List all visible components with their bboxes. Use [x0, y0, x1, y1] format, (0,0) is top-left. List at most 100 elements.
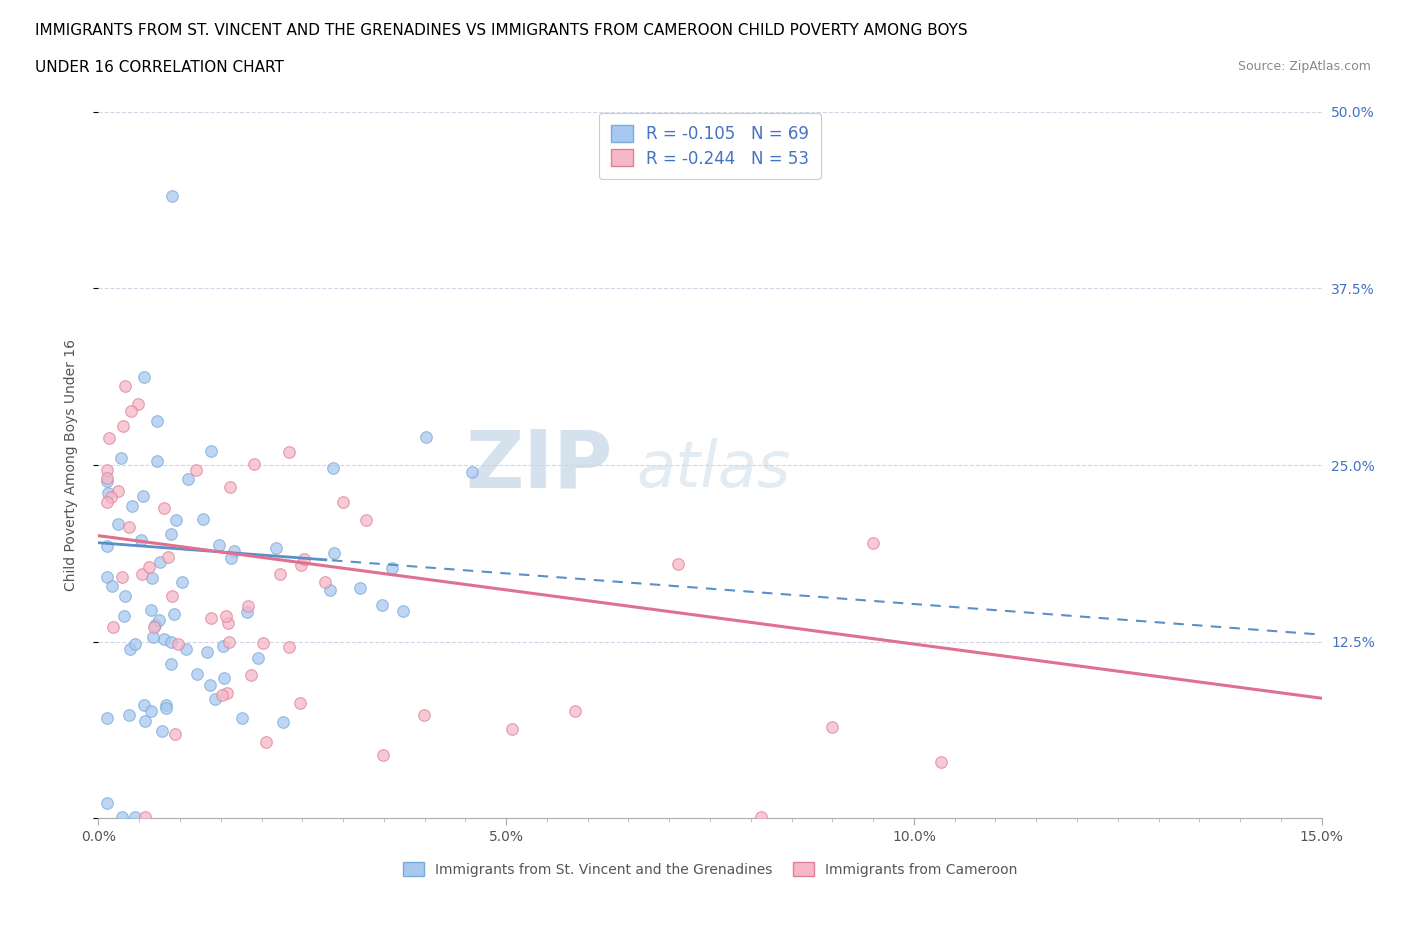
Point	[111, 418, 134, 433]
Point	[266, 540, 288, 555]
Point	[821, 719, 844, 734]
Point	[174, 642, 197, 657]
Point	[96, 462, 118, 477]
Point	[231, 711, 253, 725]
Point	[198, 678, 221, 693]
Point	[96, 495, 118, 510]
Point	[148, 613, 170, 628]
Point	[177, 472, 200, 486]
Point	[96, 570, 118, 585]
Point	[143, 618, 166, 632]
Point	[186, 667, 208, 682]
Point	[862, 536, 884, 551]
Point	[217, 616, 239, 631]
Point	[666, 557, 689, 572]
Point	[129, 532, 152, 547]
Point	[124, 809, 146, 824]
Point	[170, 574, 193, 589]
Point	[160, 527, 183, 542]
Point	[96, 795, 118, 810]
Point	[150, 724, 173, 738]
Point	[271, 715, 294, 730]
Point	[412, 708, 434, 723]
Point	[118, 641, 141, 656]
Point	[212, 671, 235, 685]
Point	[931, 754, 953, 769]
Point	[392, 604, 415, 618]
Point	[132, 698, 155, 712]
Point	[142, 620, 165, 635]
Text: Source: ZipAtlas.com: Source: ZipAtlas.com	[1237, 60, 1371, 73]
Text: IMMIGRANTS FROM ST. VINCENT AND THE GRENADINES VS IMMIGRANTS FROM CAMEROON CHILD: IMMIGRANTS FROM ST. VINCENT AND THE GREN…	[35, 23, 967, 38]
Point	[236, 598, 259, 613]
Point	[124, 636, 146, 651]
Point	[162, 589, 184, 604]
Point	[224, 544, 246, 559]
Point	[127, 396, 149, 411]
Point	[153, 500, 176, 515]
Point	[254, 735, 277, 750]
Y-axis label: Child Poverty Among Boys Under 16: Child Poverty Among Boys Under 16	[63, 339, 77, 591]
Point	[167, 636, 190, 651]
Point	[134, 713, 156, 728]
Point	[101, 578, 124, 593]
Point	[160, 189, 183, 204]
Point	[165, 513, 187, 528]
Point	[96, 711, 118, 725]
Point	[208, 538, 231, 552]
Text: ZIP: ZIP	[465, 426, 612, 504]
Point	[155, 698, 177, 712]
Point	[153, 631, 176, 646]
Point	[98, 431, 121, 445]
Point	[501, 722, 523, 737]
Point	[749, 809, 772, 824]
Point	[111, 570, 134, 585]
Point	[235, 604, 257, 619]
Point	[204, 692, 226, 707]
Point	[195, 644, 218, 659]
Point	[132, 488, 155, 503]
Point	[139, 703, 162, 718]
Point	[112, 608, 135, 623]
Point	[149, 555, 172, 570]
Point	[163, 606, 186, 621]
Point	[156, 550, 179, 565]
Point	[101, 620, 124, 635]
Point	[461, 464, 484, 479]
Point	[114, 379, 136, 393]
Point	[371, 597, 394, 612]
Point	[110, 450, 132, 465]
Point	[252, 635, 274, 650]
Point	[219, 480, 242, 495]
Point	[218, 634, 240, 649]
Point	[290, 557, 312, 572]
Point	[277, 445, 299, 459]
Point	[120, 404, 142, 418]
Point	[118, 708, 141, 723]
Point	[211, 687, 233, 702]
Point	[200, 611, 222, 626]
Point	[100, 489, 122, 504]
Point	[373, 748, 395, 763]
Point	[240, 668, 263, 683]
Point	[278, 640, 301, 655]
Point	[146, 414, 169, 429]
Point	[219, 551, 242, 565]
Point	[246, 651, 269, 666]
Point	[134, 809, 156, 824]
Point	[114, 588, 136, 603]
Point	[200, 443, 222, 458]
Point	[415, 430, 437, 445]
Point	[97, 485, 120, 500]
Point	[96, 473, 118, 488]
Point	[332, 495, 354, 510]
Point	[107, 483, 129, 498]
Text: UNDER 16 CORRELATION CHART: UNDER 16 CORRELATION CHART	[35, 60, 284, 75]
Point	[211, 639, 233, 654]
Point	[243, 456, 266, 471]
Point	[163, 726, 186, 741]
Point	[139, 603, 162, 618]
Point	[121, 498, 143, 513]
Point	[132, 370, 155, 385]
Point	[160, 657, 183, 671]
